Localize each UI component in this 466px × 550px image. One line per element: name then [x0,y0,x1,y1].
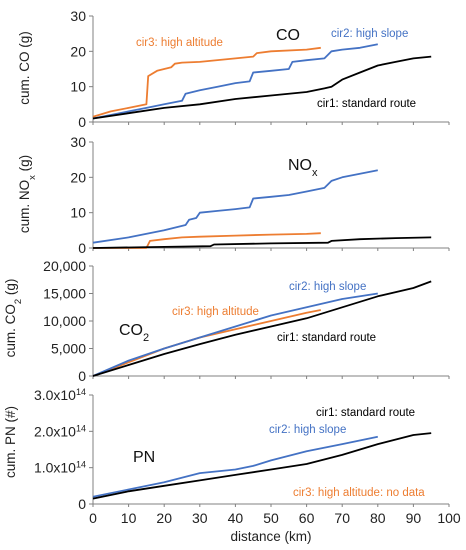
pn-panel: cum. PN (#) PN cir1: standard route cir2… [3,387,461,544]
pn-y-axis-title: cum. PN (#) [3,406,18,478]
nox-cir3-line [93,232,321,249]
pn-cir3-label: cir3: high altitude: no data [293,487,425,499]
x-tick-label: 60 [299,510,315,526]
co2-cir2-label: cir2: high slope [289,281,366,293]
co-cir3-line [92,46,321,118]
pn-cir2-label: cir2: high slope [269,424,346,436]
co-cir1-line [92,55,432,120]
x-tick-label: 40 [228,510,244,526]
nox-panel: cum. NOx (g) NOx 0 10 20 30 [17,134,450,256]
x-tick-label: 100 [437,510,461,526]
pn-y-tick-label: 2.0x1014 [34,423,86,439]
x-tick-label: 0 [89,510,97,526]
co-cir3-label: cir3: high altitude [136,37,223,49]
co2-cir3-line [92,309,321,377]
x-tick-label: 80 [370,510,386,526]
co2-panel: cum. CO2 (g) CO2 cir3: high altitude cir… [3,258,450,384]
co-cir2-label: cir2: high slope [331,28,408,40]
nox-cir1-line [92,236,432,249]
co2-cir1-label: cir1: standard route [277,332,376,344]
x-tick-label: 70 [334,510,350,526]
pn-cir1-line [92,432,432,500]
pn-cir2-line [92,435,378,498]
nox-panel-label: NOx [288,157,318,179]
co2-y-tick-label: 0 [78,368,86,384]
x-tick-label: 10 [121,510,137,526]
nox-cir2-line [92,169,378,244]
x-tick-label: 50 [263,510,279,526]
co-panel: cum. CO (g) CO cir3: high altitude cir2:… [17,8,450,130]
co2-y-tick-label: 5,000 [51,341,86,357]
x-tick-label: 30 [192,510,208,526]
co2-cir1-line [92,280,432,377]
co2-cir2-line [92,292,378,377]
co-cir2-line [92,43,378,120]
pn-y-tick-label: 1.0x1014 [34,460,86,476]
pn-panel-label: PN [133,449,155,466]
co2-y-tick-label: 10,000 [43,313,86,329]
x-axis-title: distance (km) [230,529,311,544]
co2-y-tick-label: 20,000 [43,258,86,274]
co2-y-tick-label: 15,000 [43,286,86,302]
pn-y-tick-label: 0 [78,496,86,512]
nox-y-tick-label: 30 [70,134,86,150]
nox-y-tick-label: 10 [70,205,86,221]
co-cir1-label: cir1: standard route [317,98,416,110]
nox-y-tick-label: 0 [78,240,86,256]
pn-cir1-label: cir1: standard route [316,407,415,419]
co-y-axis-title: cum. CO (g) [17,31,32,105]
x-tick-label: 20 [156,510,172,526]
co2-panel-label: CO2 [119,322,149,344]
nox-y-tick-label: 20 [70,169,86,185]
nox-y-axis-title: cum. NOx (g) [17,155,38,233]
x-tick-label: 90 [406,510,422,526]
pn-y-tick-label: 3.0x1014 [34,387,86,403]
co-y-tick-label: 0 [78,114,86,130]
co-y-tick-label: 30 [70,8,86,24]
co-y-tick-label: 10 [70,79,86,95]
co-panel-label: CO [276,27,300,44]
co-y-tick-label: 20 [70,43,86,59]
co2-cir3-label: cir3: high altitude [172,306,259,318]
co2-y-axis-title: cum. CO2 (g) [3,279,24,358]
